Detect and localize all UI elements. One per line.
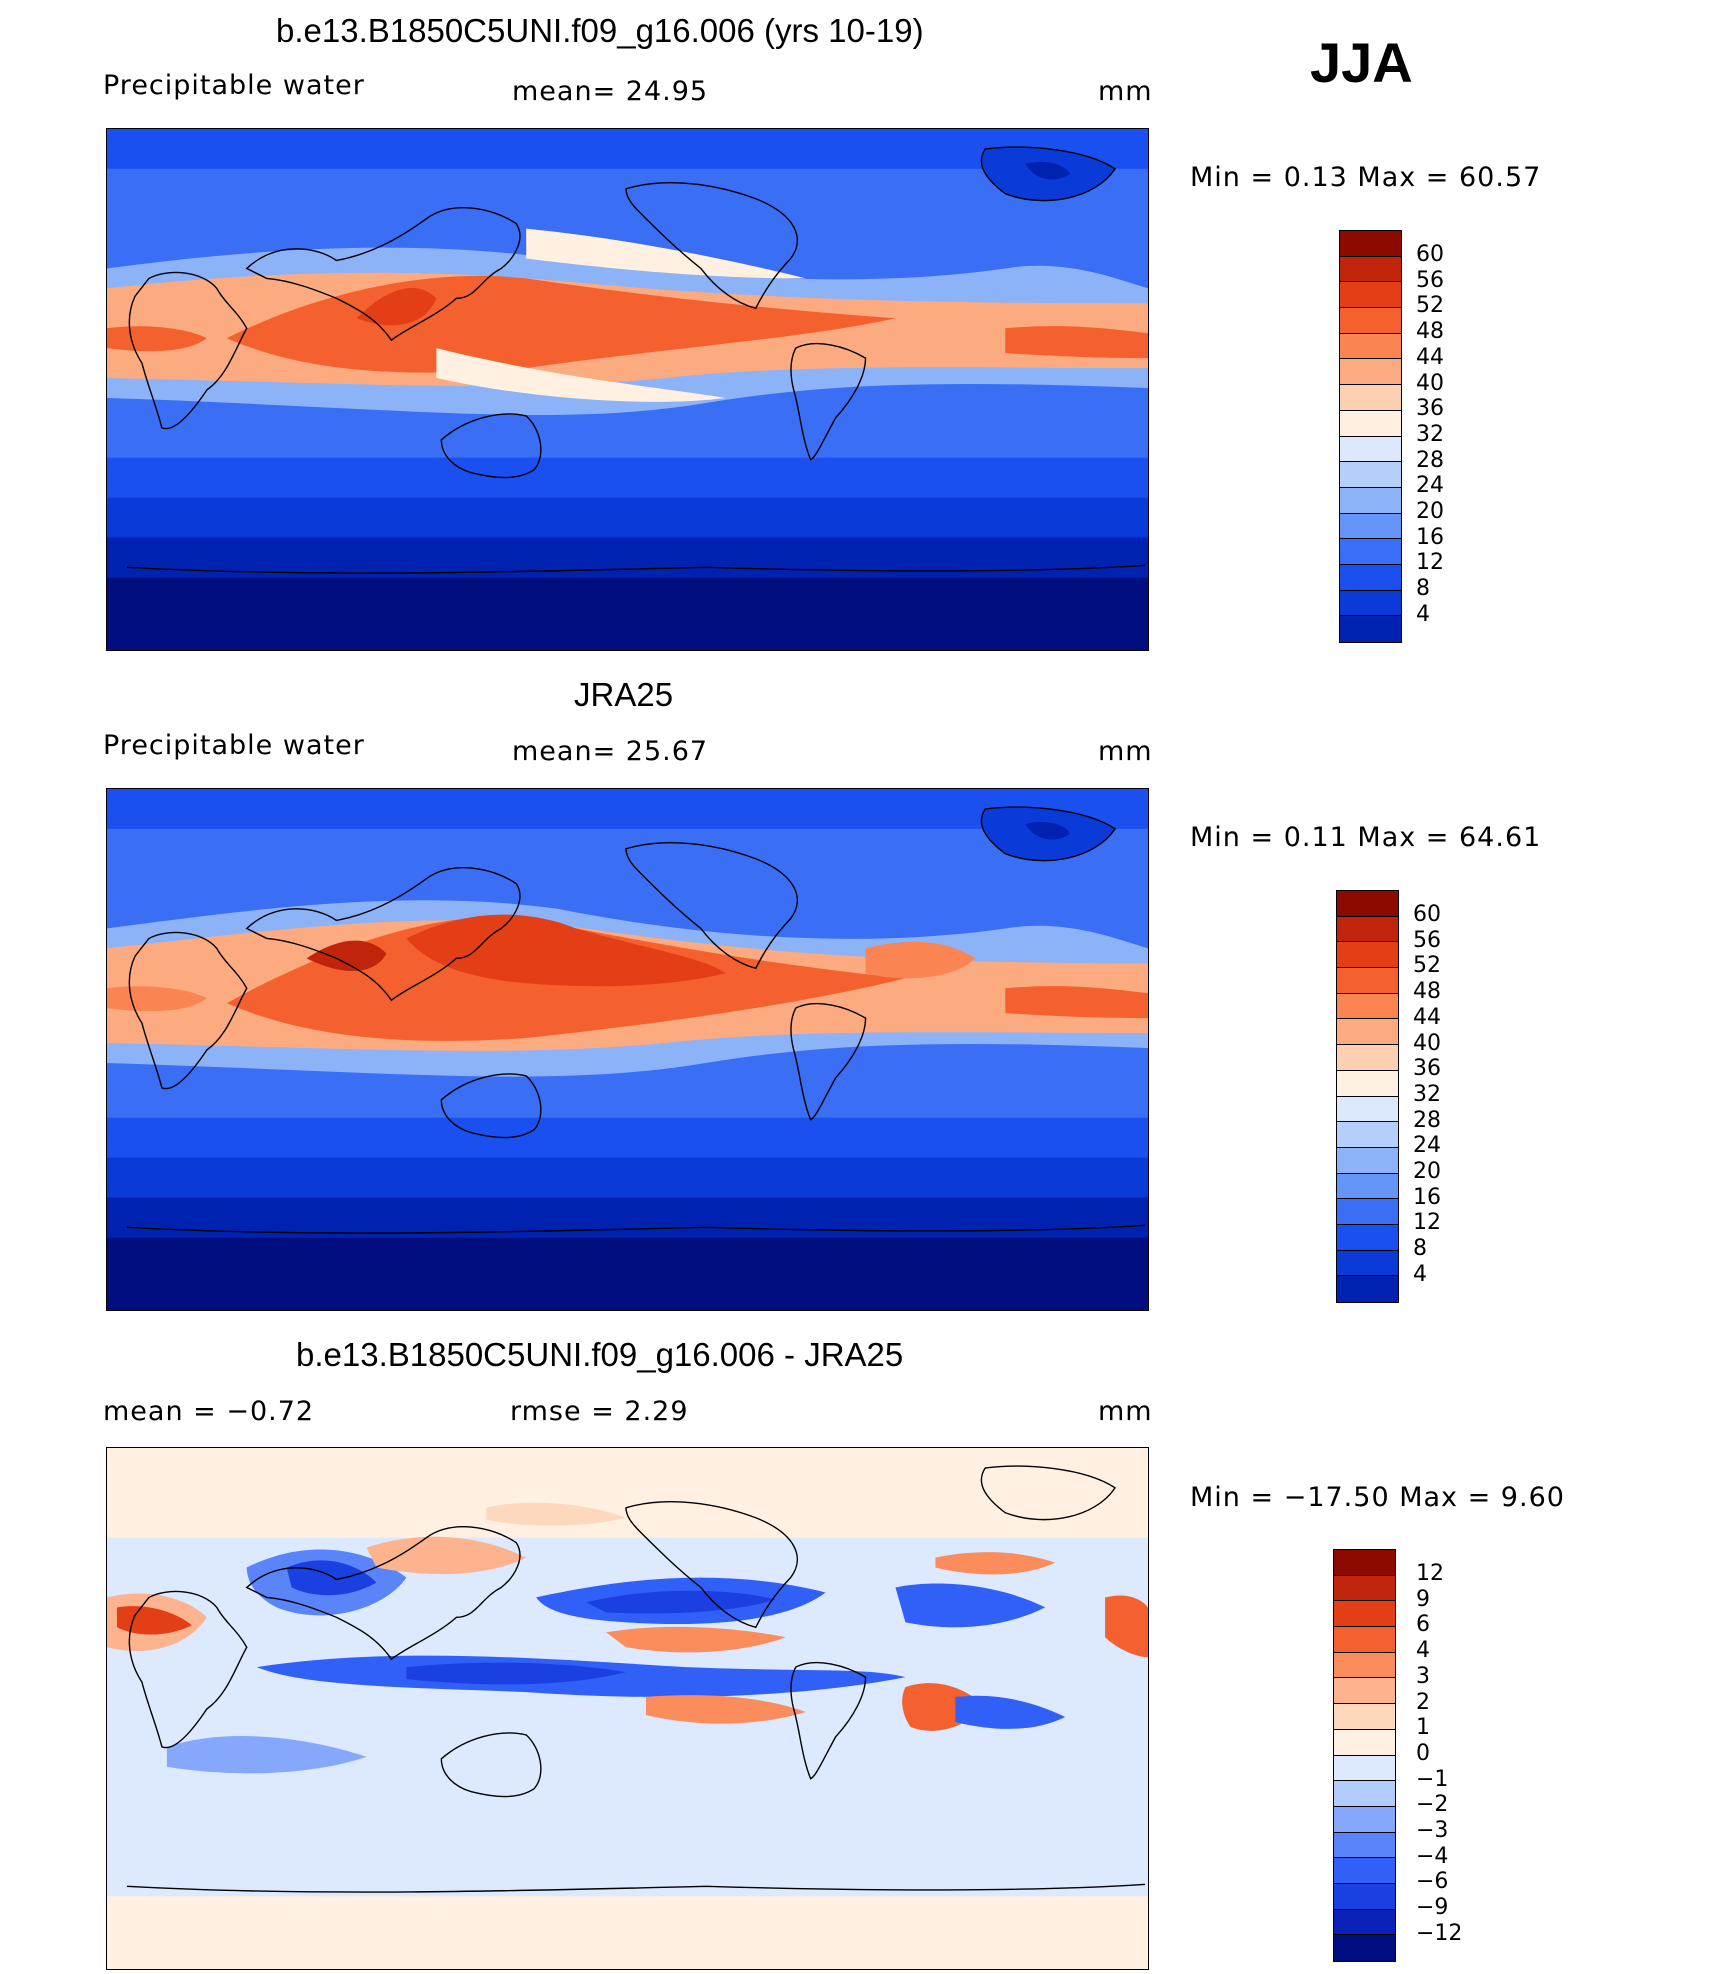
panel-2-variable: Precipitable water bbox=[103, 730, 365, 761]
colorbar-tick-label: 32 bbox=[1413, 1081, 1441, 1107]
colorbar-tick-label: −12 bbox=[1416, 1920, 1463, 1946]
colorbar-tick-label: −9 bbox=[1416, 1895, 1449, 1921]
colorbar-tick-label: 48 bbox=[1413, 979, 1441, 1005]
panel-3-mean: mean = −0.72 bbox=[103, 1396, 315, 1427]
colorbar-tick-label: 60 bbox=[1413, 902, 1441, 927]
panel-1-variable: Precipitable water bbox=[103, 70, 365, 101]
panel-3-map bbox=[106, 1447, 1149, 1970]
panel-1-mean: mean= 24.95 bbox=[512, 76, 709, 107]
panel-1-minmax: Min = 0.13 Max = 60.57 bbox=[1190, 162, 1542, 193]
panel-1-title: b.e13.B1850C5UNI.f09_g16.006 (yrs 10-19) bbox=[276, 12, 924, 49]
colorbar-tick-label: 16 bbox=[1416, 524, 1444, 550]
colorbar-tick-label: 36 bbox=[1413, 1056, 1441, 1082]
colorbar-tick-label: 4 bbox=[1416, 601, 1430, 627]
colorbar-tick-label: 44 bbox=[1413, 1004, 1441, 1030]
colorbar-tick-label: 32 bbox=[1416, 421, 1444, 447]
colorbar-tick-label: −1 bbox=[1416, 1766, 1449, 1792]
panel-1-map bbox=[106, 128, 1149, 651]
colorbar-tick-label: 44 bbox=[1416, 344, 1444, 370]
colorbar-tick-label: 60 bbox=[1416, 242, 1444, 267]
colorbar-tick-label: −6 bbox=[1416, 1869, 1449, 1895]
panel-2-map bbox=[106, 788, 1149, 1311]
colorbar-tick-label: 4 bbox=[1416, 1638, 1430, 1664]
panel-2-units: mm bbox=[1098, 736, 1153, 767]
colorbar-tick-label: 28 bbox=[1413, 1107, 1441, 1133]
colorbar-tick-label: 40 bbox=[1416, 370, 1444, 396]
colorbar-tick-label: 0 bbox=[1416, 1740, 1430, 1766]
colorbar-tick-label: 28 bbox=[1416, 447, 1444, 473]
colorbar-tick-label: 6 bbox=[1416, 1612, 1430, 1638]
colorbar-tick-label: 52 bbox=[1416, 293, 1444, 319]
colorbar-tick-label: 4 bbox=[1413, 1261, 1427, 1287]
panel-2-mean: mean= 25.67 bbox=[512, 736, 709, 767]
colorbar-tick-label: 48 bbox=[1416, 319, 1444, 345]
colorbar-tick-label: −4 bbox=[1416, 1843, 1449, 1869]
colorbar-tick-label: −3 bbox=[1416, 1818, 1449, 1843]
panel-2-title: JRA25 bbox=[574, 676, 674, 713]
panel-2-colorbar bbox=[1336, 890, 1399, 1303]
panel-3-rmse: rmse = 2.29 bbox=[510, 1396, 689, 1427]
colorbar-tick-label: 20 bbox=[1413, 1159, 1441, 1184]
colorbar-tick-label: 40 bbox=[1413, 1030, 1441, 1056]
colorbar-tick-label: 20 bbox=[1416, 499, 1444, 524]
colorbar-tick-label: 24 bbox=[1416, 473, 1444, 499]
panel-2-minmax: Min = 0.11 Max = 64.61 bbox=[1190, 822, 1542, 853]
colorbar-tick-label: 56 bbox=[1413, 927, 1441, 953]
colorbar-tick-label: 52 bbox=[1413, 953, 1441, 979]
colorbar-tick-label: 2 bbox=[1416, 1689, 1430, 1715]
colorbar-tick-label: 8 bbox=[1413, 1236, 1427, 1262]
colorbar-tick-label: 3 bbox=[1416, 1663, 1430, 1689]
colorbar-tick-label: 36 bbox=[1416, 396, 1444, 422]
colorbar-tick-label: −2 bbox=[1416, 1792, 1449, 1818]
colorbar-tick-label: 9 bbox=[1416, 1586, 1430, 1612]
colorbar-tick-label: 24 bbox=[1413, 1133, 1441, 1159]
season-label: JJA bbox=[1310, 31, 1413, 94]
colorbar-tick-label: 12 bbox=[1416, 550, 1444, 576]
colorbar-tick-label: 12 bbox=[1413, 1210, 1441, 1236]
panel-3-minmax: Min = −17.50 Max = 9.60 bbox=[1190, 1482, 1565, 1513]
colorbar-tick-label: 12 bbox=[1416, 1561, 1444, 1586]
panel-3-units: mm bbox=[1098, 1396, 1153, 1427]
colorbar-tick-label: 16 bbox=[1413, 1184, 1441, 1210]
colorbar-tick-label: 56 bbox=[1416, 267, 1444, 293]
panel-3-colorbar bbox=[1333, 1549, 1396, 1962]
panel-1-colorbar bbox=[1339, 230, 1402, 643]
panel-3-title: b.e13.B1850C5UNI.f09_g16.006 - JRA25 bbox=[296, 1336, 904, 1373]
colorbar-tick-label: 1 bbox=[1416, 1715, 1430, 1741]
panel-1-units: mm bbox=[1098, 76, 1153, 107]
colorbar-tick-label: 8 bbox=[1416, 576, 1430, 602]
